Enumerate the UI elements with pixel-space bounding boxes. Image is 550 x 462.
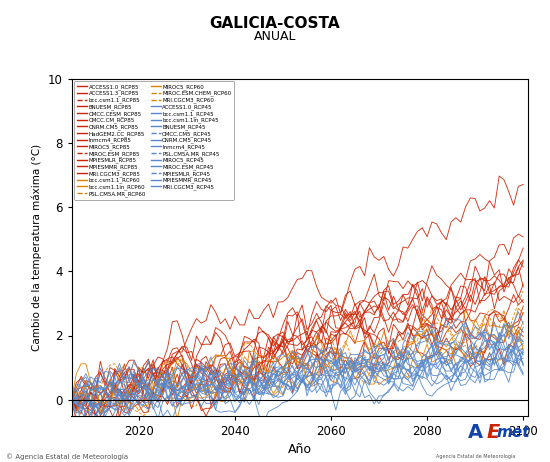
Y-axis label: Cambio de la temperatura máxima (°C): Cambio de la temperatura máxima (°C) [31, 144, 42, 351]
Text: E: E [487, 423, 500, 443]
Text: © Agencia Estatal de Meteorología: © Agencia Estatal de Meteorología [6, 453, 128, 460]
Text: Agencia Estatal de Meteorología: Agencia Estatal de Meteorología [436, 453, 515, 458]
Legend: ACCESS1.0_RCP85, ACCESS1.3_RCP85, bcc.csm1.1_RCP85, BNUESM_RCP85, CMCC.CESM_RCP8: ACCESS1.0_RCP85, ACCESS1.3_RCP85, bcc.cs… [74, 81, 234, 200]
X-axis label: Año: Año [288, 444, 312, 456]
Text: ANUAL: ANUAL [254, 30, 296, 43]
Text: A: A [468, 423, 483, 443]
Text: GALICIA-COSTA: GALICIA-COSTA [210, 16, 340, 31]
Text: met: met [496, 426, 530, 440]
